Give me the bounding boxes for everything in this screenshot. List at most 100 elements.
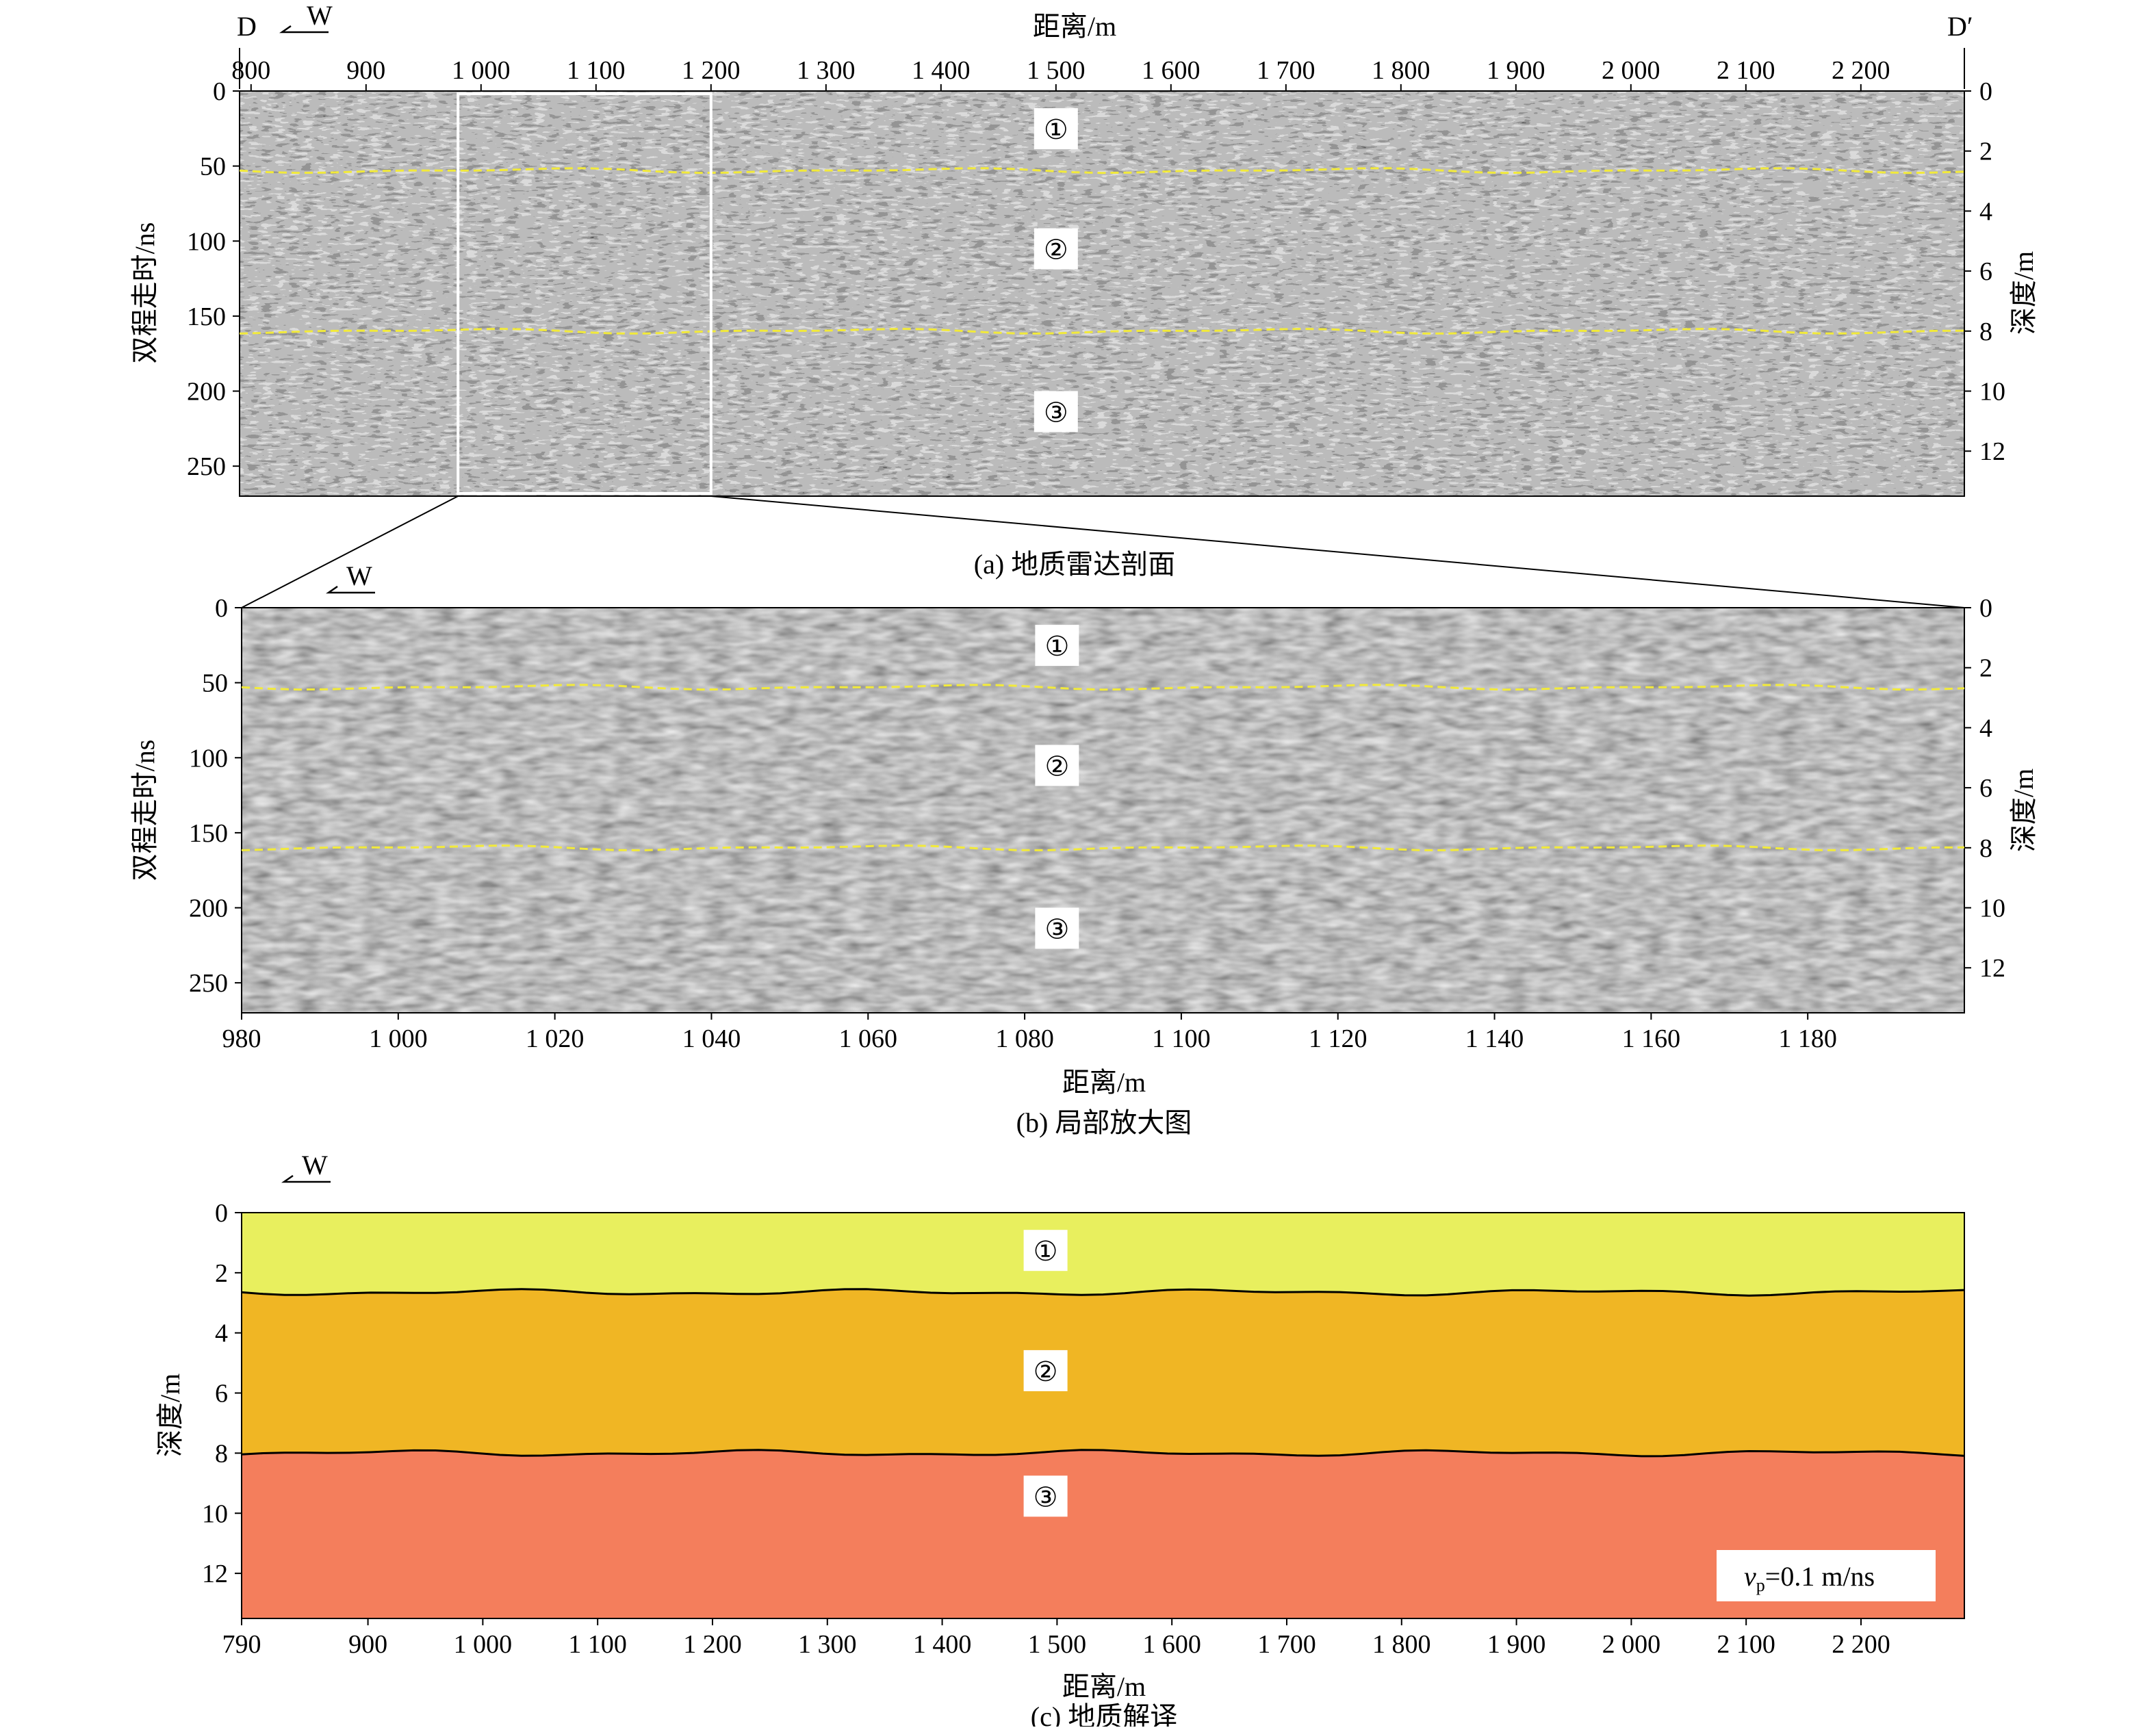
- a-zone-label-bg: [1034, 108, 1078, 150]
- zoom-connector-lines: [241, 495, 1965, 608]
- panel-a-zoom-box: [457, 92, 713, 495]
- c-depth-tick-label: 8: [215, 1439, 228, 1468]
- b-zone-label-2: ②: [1044, 751, 1069, 782]
- a-depth-tick-label: 12: [1979, 437, 2005, 466]
- panel-a-radar-profile: ①②③ 800 900 1 000 1 100 1 200 1 300 1 400 1 500…: [129, 0, 2039, 580]
- b-depth-tick-label: 0: [1979, 594, 1992, 623]
- c-zone-label-bg: [1023, 1475, 1068, 1517]
- c-zone-label-2: ②: [1034, 1356, 1058, 1387]
- b-x-tick-label: 1 000: [369, 1024, 428, 1053]
- panel-b-direction-arrow-icon: [325, 585, 375, 594]
- b-zone-label-bg: [1035, 745, 1079, 786]
- b-x-tick-label: 980: [222, 1024, 261, 1053]
- b-time-tick-label: 50: [202, 669, 228, 698]
- panel-a-direction-label: W: [307, 0, 333, 31]
- panel-b-direction-indicator: W: [325, 560, 375, 594]
- c-depth-tick-label: 6: [215, 1380, 228, 1408]
- b-time-tick-label: 100: [189, 744, 228, 773]
- a-zone-label-3: ③: [1044, 397, 1068, 428]
- c-zone-label-bg: [1023, 1350, 1068, 1391]
- panel-c-layer-3: [242, 1449, 1964, 1618]
- panel-c-direction-indicator: W: [281, 1150, 331, 1183]
- c-x-tick-label: 900: [348, 1630, 387, 1659]
- c-x-tick-label: 1 600: [1142, 1630, 1201, 1659]
- c-x-tick-label: 1 800: [1372, 1630, 1431, 1659]
- c-x-tick-label: 1 100: [568, 1630, 627, 1659]
- b-x-tick-label: 1 160: [1622, 1024, 1681, 1053]
- a-x-tick-label: 1 200: [682, 56, 741, 85]
- panel-c-velocity-label: vp=0.1 m/ns: [1744, 1561, 1875, 1595]
- velocity-value: =0.1 m/ns: [1765, 1561, 1875, 1592]
- a-depth-tick-label: 4: [1979, 197, 1992, 226]
- a-depth-tick-label: 6: [1979, 257, 1992, 286]
- c-depth-tick-label: 0: [215, 1199, 228, 1228]
- b-x-tick-label: 1 120: [1309, 1024, 1368, 1053]
- panel-c-left-axis-label: 深度/m: [155, 1373, 185, 1457]
- b-x-tick-label: 1 040: [682, 1024, 741, 1053]
- panel-a-frame: [239, 90, 1965, 497]
- c-depth-tick-label: 10: [202, 1499, 228, 1528]
- c-x-tick-label: 2 100: [1717, 1630, 1775, 1659]
- b-depth-tick-label: 12: [1979, 954, 2005, 983]
- a-time-tick-label: 200: [187, 378, 226, 406]
- panel-c-direction-label: W: [302, 1150, 328, 1180]
- c-x-tick-label: 790: [222, 1630, 261, 1659]
- b-zone-label-1: ①: [1044, 631, 1069, 662]
- a-zone-label-1: ①: [1044, 114, 1068, 145]
- b-time-tick-label: 200: [189, 894, 228, 923]
- panel-a-direction-arrow-icon: [279, 25, 329, 34]
- velocity-subscript: p: [1756, 1575, 1765, 1595]
- panel-b-zoomed-profile: ① ② ③ 980 1 000 1 020 1 040 1 060 1 080 1 100 1 1…: [129, 560, 2039, 1138]
- a-x-tick-label: 2 100: [1717, 56, 1775, 85]
- a-time-tick-label: 0: [213, 77, 226, 106]
- c-x-tick-label: 1 200: [683, 1630, 742, 1659]
- panel-b-frame: [241, 607, 1965, 1014]
- b-zone-label-3: ③: [1044, 914, 1069, 944]
- c-x-tick-label: 2 000: [1602, 1630, 1661, 1659]
- b-x-tick-label: 1 020: [526, 1024, 585, 1053]
- b-x-tick-label: 1 140: [1465, 1024, 1524, 1053]
- a-depth-tick-label: 2: [1979, 138, 1992, 166]
- panel-c-layer-2: [242, 1289, 1964, 1456]
- c-x-tick-label: 1 400: [913, 1630, 972, 1659]
- c-x-tick-label: 1 300: [798, 1630, 857, 1659]
- panel-c-frame: [241, 1212, 1965, 1619]
- a-x-tick-label: 1 800: [1372, 56, 1430, 85]
- a-time-tick-label: 100: [187, 227, 226, 256]
- c-x-tick-label: 1 000: [454, 1630, 513, 1659]
- a-time-tick-label: 250: [187, 452, 226, 481]
- a-x-tick-label: 1 300: [797, 56, 856, 85]
- a-x-tick-label: 2 000: [1602, 56, 1660, 85]
- b-x-tick-label: 1 060: [839, 1024, 898, 1053]
- b-depth-tick-label: 2: [1979, 654, 1992, 683]
- b-x-tick-label: 1 080: [995, 1024, 1054, 1053]
- c-x-tick-label: 2 200: [1832, 1630, 1890, 1659]
- a-depth-tick-label: 8: [1979, 318, 1992, 346]
- a-zone-label-2: ②: [1044, 235, 1068, 266]
- panel-b-bottom-axis-label: 距离/m: [1062, 1067, 1146, 1098]
- panel-b-caption: (b) 局部放大图: [1016, 1107, 1192, 1138]
- a-depth-tick-label: 0: [1979, 77, 1992, 106]
- b-time-tick-label: 250: [189, 969, 228, 998]
- a-zone-label-bg: [1034, 391, 1078, 432]
- panel-a-caption: (a) 地质雷达剖面: [974, 549, 1175, 580]
- c-x-tick-label: 1 700: [1257, 1630, 1316, 1659]
- a-x-tick-label: 1 500: [1027, 56, 1086, 85]
- b-depth-tick-label: 10: [1979, 894, 2005, 923]
- panel-c-bottom-axis-label: 距离/m: [1062, 1671, 1146, 1702]
- c-x-tick-label: 1 500: [1028, 1630, 1087, 1659]
- b-time-tick-label: 150: [189, 819, 228, 848]
- c-depth-tick-label: 12: [202, 1560, 228, 1588]
- a-x-tick-label: 900: [346, 56, 385, 85]
- a-x-tick-label: 1 700: [1257, 56, 1316, 85]
- panel-a-right-axis-label: 深度/m: [2008, 251, 2039, 335]
- c-depth-tick-label: 4: [215, 1319, 228, 1348]
- a-x-tick-label: 1 000: [452, 56, 511, 85]
- b-depth-tick-label: 8: [1979, 834, 1992, 863]
- panel-c-interface-line: [241, 1288, 1965, 1297]
- panel-c-velocity-box-bg: [1717, 1550, 1936, 1601]
- panel-c-direction-arrow-icon: [281, 1174, 331, 1183]
- c-depth-tick-label: 2: [215, 1259, 228, 1288]
- b-depth-tick-label: 6: [1979, 774, 1992, 803]
